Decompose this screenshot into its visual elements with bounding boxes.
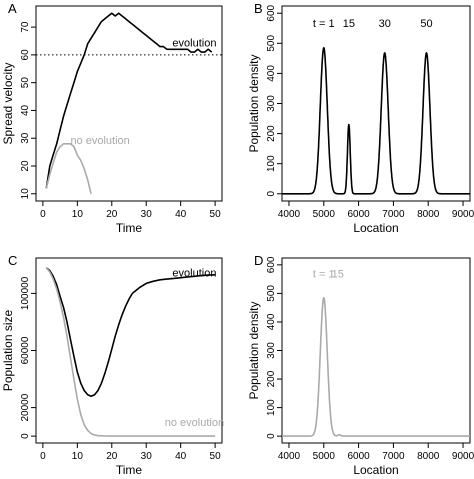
x-tick-label: 8000 bbox=[417, 451, 440, 462]
panel-b: B 4000 5000 6000 7000 8000 9000 0 100 200 300 400 50… bbox=[247, 1, 474, 235]
x-tick-label: 20 bbox=[106, 451, 118, 462]
y-tick-label: 70 bbox=[20, 21, 31, 33]
y-tick-label: 600 bbox=[266, 4, 277, 21]
y-tick-label: 100 bbox=[266, 155, 277, 172]
x-tick-label: 9000 bbox=[452, 209, 474, 220]
y-axis-label: Population density bbox=[247, 301, 261, 399]
plot-area bbox=[282, 296, 470, 437]
y-tick-label: 400 bbox=[266, 313, 277, 330]
x-tick-label: 5000 bbox=[313, 209, 336, 220]
panel-label: C bbox=[8, 253, 17, 268]
x-axis-label: Location bbox=[353, 463, 398, 477]
series-evolution bbox=[45, 267, 216, 398]
x-tick-label: 8000 bbox=[417, 209, 440, 220]
x-tick-label: 0 bbox=[40, 451, 46, 462]
y-axis-label: Population size bbox=[1, 309, 15, 391]
y-tick-label: 300 bbox=[266, 95, 277, 112]
panel-label: D bbox=[254, 253, 263, 268]
x-tick-label: 6000 bbox=[347, 209, 370, 220]
x-tick-label: 40 bbox=[175, 451, 187, 462]
y-tick-label: 20000 bbox=[20, 393, 31, 421]
x-tick-label: 30 bbox=[141, 209, 153, 220]
panel-a: A 0 10 20 30 40 50 10 20 30 40 50 60 70 Time Spread vel… bbox=[1, 1, 223, 235]
x-tick-label: 50 bbox=[210, 451, 222, 462]
y-tick-label: 60 bbox=[20, 49, 31, 61]
series-no-evolution bbox=[45, 267, 216, 437]
y-tick-label: 500 bbox=[266, 285, 277, 302]
density-curve bbox=[282, 46, 470, 195]
y-axis-label: Population density bbox=[247, 54, 261, 152]
y-tick-label: 60000 bbox=[20, 336, 31, 364]
panel-label: A bbox=[8, 1, 17, 16]
y-tick-label: 200 bbox=[266, 125, 277, 142]
plot-frame bbox=[281, 5, 471, 202]
plot-frame bbox=[35, 5, 223, 202]
y-tick-label: 100 bbox=[266, 399, 277, 416]
x-tick-label: 4000 bbox=[278, 451, 301, 462]
x-tick-label: 30 bbox=[141, 451, 153, 462]
y-tick-label: 50 bbox=[20, 77, 31, 89]
series-no-evolution bbox=[45, 143, 92, 194]
x-axis-label: Time bbox=[116, 221, 143, 235]
y-tick-label: 100000 bbox=[20, 276, 31, 310]
x-tick-label: 0 bbox=[40, 209, 46, 220]
plot-frame bbox=[281, 257, 471, 444]
y-tick-label: 0 bbox=[266, 191, 277, 197]
y-tick-label: 0 bbox=[266, 433, 277, 439]
y-tick-label: 30 bbox=[20, 132, 31, 144]
peak-label: 15 bbox=[343, 18, 355, 30]
x-tick-label: 6000 bbox=[347, 451, 370, 462]
x-tick-label: 10 bbox=[72, 451, 84, 462]
y-tick-label: 0 bbox=[20, 433, 31, 439]
x-tick-label: 7000 bbox=[382, 451, 405, 462]
y-tick-label: 10 bbox=[20, 188, 31, 200]
peak-label: 50 bbox=[420, 18, 432, 30]
annotation-evolution: evolution bbox=[172, 267, 216, 279]
x-tick-label: 9000 bbox=[452, 451, 474, 462]
y-tick-label: 600 bbox=[266, 256, 277, 273]
x-tick-label: 4000 bbox=[278, 209, 301, 220]
plot-frame bbox=[35, 257, 223, 444]
x-tick-label: 40 bbox=[175, 209, 187, 220]
panel-label: B bbox=[254, 1, 263, 16]
peak-label: t = 1 bbox=[313, 269, 335, 281]
y-tick-label: 400 bbox=[266, 65, 277, 82]
y-tick-label: 20 bbox=[20, 160, 31, 172]
annotation-no-evolution: no evolution bbox=[70, 135, 129, 147]
plot-area bbox=[36, 12, 222, 194]
peak-label: 30 bbox=[379, 18, 391, 30]
density-curve bbox=[282, 296, 470, 437]
panel-c: C 0 10 20 30 40 50 0 20000 60000 100000 Time Populat… bbox=[1, 253, 224, 477]
x-tick-label: 5000 bbox=[313, 451, 336, 462]
x-tick-label: 10 bbox=[72, 209, 84, 220]
y-tick-label: 40 bbox=[20, 104, 31, 116]
peak-label: 15 bbox=[332, 269, 344, 281]
y-tick-label: 500 bbox=[266, 35, 277, 52]
y-tick-label: 200 bbox=[266, 370, 277, 387]
plot-area bbox=[45, 267, 216, 437]
series-evolution bbox=[45, 12, 213, 189]
annotation-no-evolution: no evolution bbox=[165, 417, 224, 429]
x-axis-label: Location bbox=[353, 221, 398, 235]
y-axis-label: Spread velocity bbox=[1, 62, 15, 144]
x-axis-label: Time bbox=[116, 463, 143, 477]
peak-label: t = 1 bbox=[313, 18, 335, 30]
x-tick-label: 7000 bbox=[382, 209, 405, 220]
x-tick-label: 50 bbox=[210, 209, 222, 220]
panel-d: D 4000 5000 6000 7000 8000 9000 0 100 200 300 400 50… bbox=[247, 253, 474, 477]
y-tick-label: 300 bbox=[266, 342, 277, 359]
x-tick-label: 20 bbox=[106, 209, 118, 220]
annotation-evolution: evolution bbox=[172, 38, 216, 50]
plot-area bbox=[282, 46, 470, 195]
